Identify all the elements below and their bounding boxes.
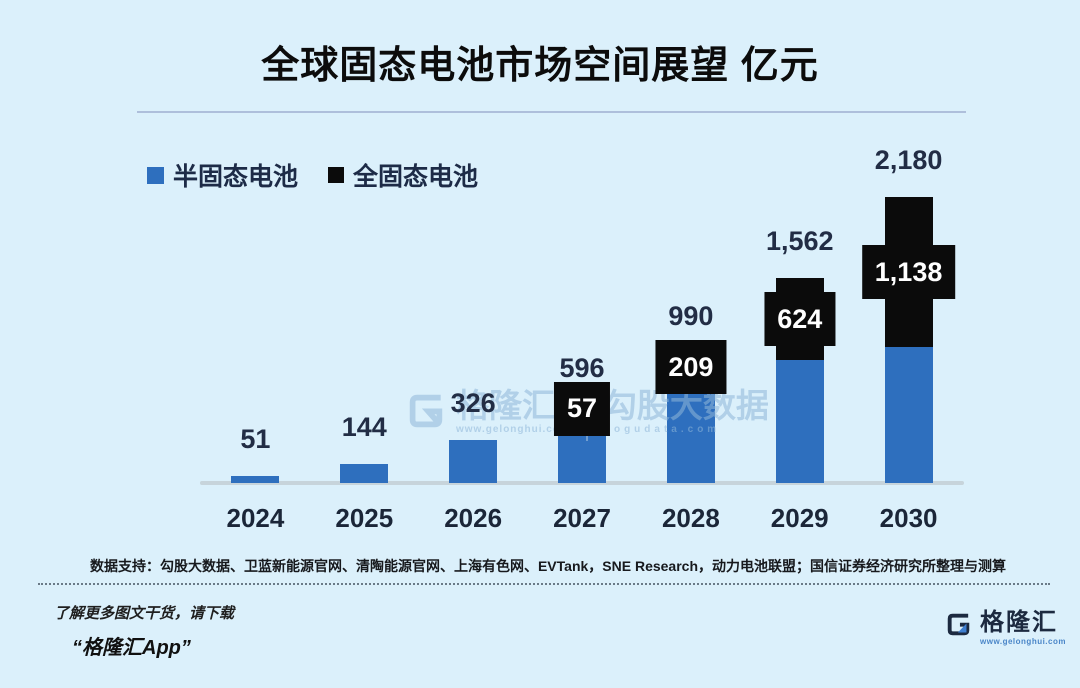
footer-logo-text: 格隆汇 bbox=[980, 609, 1058, 636]
bar-chart: 51 2024 144 2025 326 2026 57 596 2027 209 990 2028 6… bbox=[201, 123, 963, 533]
x-axis-label: 2028 bbox=[661, 503, 720, 533]
footer-logo: 格隆汇 www.gelonghui.com bbox=[944, 610, 1066, 646]
footer-promo-line1: 了解更多图文干货，请下载 bbox=[54, 605, 235, 622]
watermark-gogudata-url: gogudata.com bbox=[603, 424, 721, 435]
x-axis-label: 2029 bbox=[770, 503, 829, 533]
watermark: 格隆汇 www.gelonghui.com 勾股大数据 gogudata.com bbox=[404, 389, 769, 441]
x-axis-label: 2030 bbox=[879, 503, 938, 533]
bar-segment-semi-solid bbox=[231, 476, 280, 483]
segment-value-label: 1,138 bbox=[861, 245, 956, 299]
page-title: 全球固态电池市场空间展望 亿元 bbox=[261, 45, 819, 87]
watermark-gelonghui-url: www.gelonghui.com bbox=[456, 424, 570, 435]
gelonghui-logo-icon bbox=[947, 613, 970, 636]
bar-column: 326 2026 bbox=[419, 123, 528, 533]
watermark-gogudata: 勾股大数据 gogudata.com bbox=[603, 387, 769, 436]
bar-total-label: 51 bbox=[240, 424, 271, 455]
watermark-gogudata-text: 勾股大数据 bbox=[603, 387, 769, 424]
bar-segment-semi-solid bbox=[666, 380, 715, 483]
x-axis-label: 2024 bbox=[226, 503, 285, 533]
x-axis-label: 2025 bbox=[335, 503, 394, 533]
bar-column: 1,138 2,180 2030 bbox=[854, 123, 963, 533]
bar-column: 209 990 2028 bbox=[636, 123, 745, 533]
watermark-gelonghui-text: 格隆汇 bbox=[456, 387, 555, 424]
x-axis-label: 2026 bbox=[444, 503, 503, 533]
bar-total-label: 326 bbox=[450, 388, 496, 419]
footer-promo: 了解更多图文干货，请下载 “格隆汇App” bbox=[54, 602, 234, 660]
bar-segment-semi-solid bbox=[340, 464, 389, 483]
segment-value-label: 57 bbox=[553, 381, 611, 436]
title-divider bbox=[137, 111, 966, 113]
x-axis-label: 2027 bbox=[553, 503, 611, 533]
footer-promo-line2: “格隆汇App” bbox=[72, 637, 191, 659]
legend-swatch-blue bbox=[147, 166, 164, 184]
source-note: 数据支持：勾股大数据、卫蓝新能源官网、清陶能源官网、上海有色网、EVTank，S… bbox=[89, 558, 1006, 574]
bar-segment-semi-solid bbox=[449, 440, 498, 483]
bar-segment-semi-solid bbox=[884, 346, 933, 483]
segment-value-label: 624 bbox=[764, 292, 836, 347]
bar-segment-semi-solid bbox=[775, 360, 824, 483]
legend-item-all-solid: 全固态电池 bbox=[328, 157, 478, 193]
bar-total-label: 990 bbox=[668, 301, 714, 332]
footer-logo-url: www.gelonghui.com bbox=[980, 637, 1066, 646]
chart-legend: 半固态电池 全固态电池 bbox=[147, 161, 478, 191]
bar-column: 144 2025 bbox=[310, 123, 419, 533]
legend-label-semi-solid: 半固态电池 bbox=[173, 163, 299, 191]
bar-column: 624 1,562 2029 bbox=[745, 123, 854, 533]
bar-total-label: 596 bbox=[559, 352, 605, 383]
bar-total-label: 2,180 bbox=[874, 145, 943, 176]
x-axis-line bbox=[200, 481, 964, 485]
bar-total-label: 1,562 bbox=[765, 226, 834, 257]
segment-value-label: 209 bbox=[655, 340, 727, 394]
watermark-gelonghui: 格隆汇 www.gelonghui.com bbox=[456, 387, 570, 436]
bar-total-label: 144 bbox=[341, 412, 387, 443]
bar-column: 57 596 2027 bbox=[528, 123, 637, 533]
legend-item-semi-solid: 半固态电池 bbox=[147, 157, 298, 193]
footer-divider bbox=[38, 583, 1050, 585]
legend-label-all-solid: 全固态电池 bbox=[353, 163, 479, 191]
gelonghui-watermark-logo-icon bbox=[409, 394, 443, 428]
legend-swatch-black bbox=[328, 167, 345, 183]
bar-column: 51 2024 bbox=[201, 123, 310, 533]
